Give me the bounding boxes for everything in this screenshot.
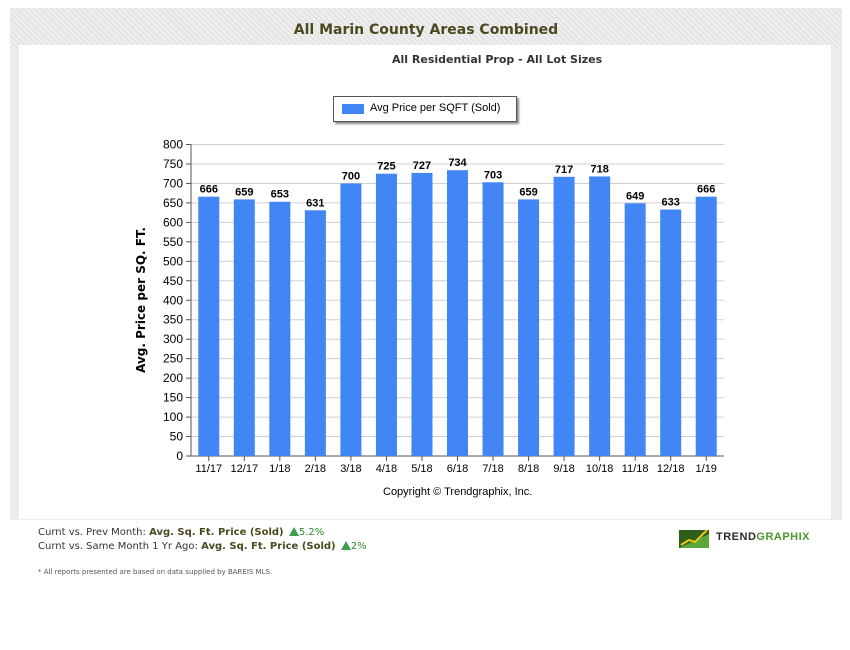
bar bbox=[482, 182, 504, 456]
data-label: 659 bbox=[519, 186, 537, 198]
triangle-up-icon bbox=[340, 541, 351, 550]
title-band bbox=[10, 8, 842, 48]
bar bbox=[340, 183, 362, 456]
x-tick-label: 11/18 bbox=[622, 463, 649, 475]
y-tick-label: 600 bbox=[163, 215, 183, 229]
triangle-up-icon bbox=[288, 527, 299, 536]
trendgraphix-logo-icon bbox=[679, 529, 709, 548]
stat-prev-month-value: 5.2% bbox=[298, 527, 325, 538]
y-tick-label: 350 bbox=[163, 313, 183, 327]
y-tick-label: 50 bbox=[170, 430, 184, 444]
data-label: 703 bbox=[484, 169, 502, 181]
stat-year-ago-label: Curnt vs. Same Month 1 Yr Ago: bbox=[38, 541, 198, 552]
stat-year-ago-metric: Avg. Sq. Ft. Price (Sold) bbox=[201, 541, 336, 552]
x-tick-label: 7/18 bbox=[482, 463, 503, 475]
data-label: 666 bbox=[200, 184, 218, 196]
y-tick-label: 700 bbox=[163, 176, 183, 190]
bar bbox=[269, 201, 291, 456]
x-tick-label: 1/19 bbox=[696, 463, 717, 475]
x-tick-label: 5/18 bbox=[411, 463, 432, 475]
x-tick-label: 8/18 bbox=[518, 463, 539, 475]
x-tick-label: 10/18 bbox=[586, 463, 614, 475]
bar bbox=[695, 196, 717, 456]
bar bbox=[375, 173, 397, 456]
copyright-text: Copyright © Trendgraphix, Inc. bbox=[383, 486, 533, 498]
data-label: 631 bbox=[306, 197, 324, 209]
data-label: 725 bbox=[377, 161, 395, 173]
x-tick-label: 1/18 bbox=[269, 463, 290, 475]
x-tick-label: 3/18 bbox=[340, 463, 361, 475]
y-tick-label: 0 bbox=[176, 449, 183, 463]
data-label: 727 bbox=[413, 160, 431, 172]
x-tick-label: 2/18 bbox=[305, 463, 326, 475]
stat-prev-month-metric: Avg. Sq. Ft. Price (Sold) bbox=[149, 527, 284, 538]
trendgraphix-logo: TRENDGRAPHIX bbox=[679, 526, 819, 550]
bar bbox=[447, 170, 468, 457]
y-tick-label: 800 bbox=[163, 138, 183, 152]
x-tick-label: 4/18 bbox=[376, 463, 397, 475]
data-label: 659 bbox=[235, 186, 253, 198]
y-tick-label: 450 bbox=[163, 274, 183, 288]
bar bbox=[624, 203, 646, 456]
y-tick-label: 300 bbox=[163, 332, 183, 346]
footnote: * All reports presented are based on dat… bbox=[38, 568, 273, 576]
chart-legend: Avg Price per SQFT (Sold) bbox=[333, 96, 517, 122]
chart-title: All Marin County Areas Combined bbox=[293, 22, 559, 38]
stat-prev-month-label: Curnt vs. Prev Month: bbox=[38, 527, 146, 538]
data-label: 633 bbox=[662, 197, 680, 209]
y-tick-label: 150 bbox=[163, 391, 183, 405]
x-tick-label: 12/17 bbox=[231, 463, 259, 475]
data-label: 718 bbox=[590, 163, 608, 175]
bar bbox=[198, 196, 220, 456]
legend-swatch bbox=[342, 104, 364, 114]
legend-label: Avg Price per SQFT (Sold) bbox=[370, 102, 501, 114]
data-label: 734 bbox=[448, 157, 467, 169]
chart-subtitle: All Residential Prop - All Lot Sizes bbox=[392, 53, 603, 66]
y-tick-label: 250 bbox=[163, 352, 183, 366]
data-label: 700 bbox=[342, 170, 360, 182]
y-tick-label: 400 bbox=[163, 293, 183, 307]
data-label: 653 bbox=[271, 189, 289, 201]
x-tick-label: 9/18 bbox=[553, 463, 574, 475]
x-tick-label: 6/18 bbox=[447, 463, 468, 475]
y-tick-label: 500 bbox=[163, 254, 183, 268]
y-axis-label: Avg. Price per SQ. FT. bbox=[134, 227, 148, 373]
y-tick-label: 650 bbox=[163, 196, 183, 210]
bar bbox=[518, 199, 540, 457]
bar bbox=[660, 209, 682, 456]
x-tick-label: 12/18 bbox=[657, 463, 685, 475]
bar bbox=[233, 199, 255, 457]
logo-text: TRENDGRAPHIX bbox=[716, 531, 811, 543]
bar bbox=[411, 172, 433, 456]
y-tick-label: 550 bbox=[163, 235, 183, 249]
bar bbox=[553, 176, 575, 457]
y-tick-label: 100 bbox=[163, 410, 183, 424]
data-label: 717 bbox=[555, 164, 573, 176]
y-tick-label: 750 bbox=[163, 157, 183, 171]
y-tick-label: 200 bbox=[163, 371, 183, 385]
stat-prev-month: Curnt vs. Prev Month: Avg. Sq. Ft. Price… bbox=[38, 527, 324, 538]
stat-year-ago: Curnt vs. Same Month 1 Yr Ago: Avg. Sq. … bbox=[38, 541, 367, 552]
data-label: 649 bbox=[626, 190, 644, 202]
data-label: 666 bbox=[697, 184, 715, 196]
bar bbox=[304, 210, 326, 456]
stat-year-ago-value: 2% bbox=[350, 541, 367, 552]
x-tick-label: 11/17 bbox=[195, 463, 222, 475]
bar bbox=[589, 176, 611, 456]
